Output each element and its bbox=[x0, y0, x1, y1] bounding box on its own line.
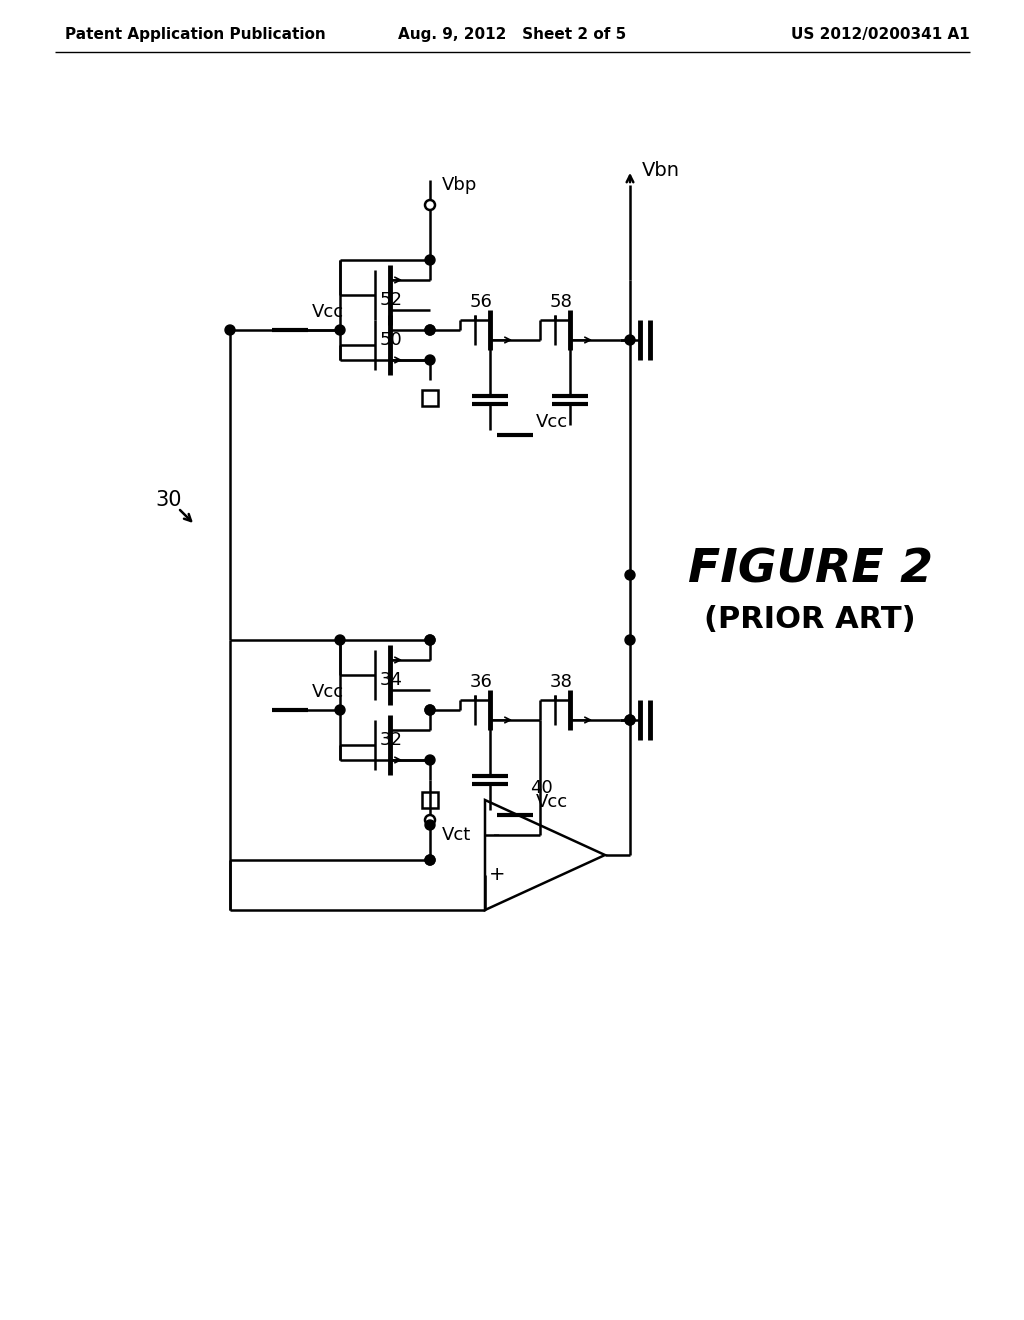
Circle shape bbox=[425, 325, 435, 335]
Text: 58: 58 bbox=[550, 293, 572, 312]
Circle shape bbox=[225, 325, 234, 335]
Text: Vbn: Vbn bbox=[642, 161, 680, 180]
Circle shape bbox=[625, 335, 635, 345]
Text: 56: 56 bbox=[470, 293, 493, 312]
Text: 34: 34 bbox=[380, 671, 403, 689]
Circle shape bbox=[625, 635, 635, 645]
Text: -: - bbox=[494, 825, 501, 845]
Text: 36: 36 bbox=[470, 673, 493, 690]
Circle shape bbox=[625, 715, 635, 725]
Circle shape bbox=[335, 325, 345, 335]
Text: Vcc: Vcc bbox=[312, 304, 344, 321]
Text: 40: 40 bbox=[530, 779, 553, 797]
Bar bbox=[422, 792, 438, 808]
Circle shape bbox=[425, 635, 435, 645]
Text: Vct: Vct bbox=[442, 826, 471, 843]
Text: (PRIOR ART): (PRIOR ART) bbox=[705, 606, 915, 635]
Text: 38: 38 bbox=[550, 673, 572, 690]
Circle shape bbox=[335, 705, 345, 715]
Circle shape bbox=[425, 705, 435, 715]
Circle shape bbox=[425, 635, 435, 645]
Text: 52: 52 bbox=[380, 290, 403, 309]
Circle shape bbox=[625, 715, 635, 725]
Circle shape bbox=[425, 820, 435, 830]
Circle shape bbox=[425, 855, 435, 865]
Bar bbox=[422, 389, 438, 407]
Circle shape bbox=[425, 255, 435, 265]
Text: 32: 32 bbox=[380, 731, 403, 748]
Text: 30: 30 bbox=[155, 490, 181, 510]
Circle shape bbox=[425, 855, 435, 865]
Circle shape bbox=[335, 635, 345, 645]
Text: US 2012/0200341 A1: US 2012/0200341 A1 bbox=[792, 28, 970, 42]
Circle shape bbox=[625, 570, 635, 579]
Text: Vcc: Vcc bbox=[536, 413, 568, 432]
Text: Vbp: Vbp bbox=[442, 176, 477, 194]
Circle shape bbox=[425, 705, 435, 715]
Text: +: + bbox=[488, 866, 505, 884]
Circle shape bbox=[425, 325, 435, 335]
Text: FIGURE 2: FIGURE 2 bbox=[687, 548, 933, 593]
Text: Aug. 9, 2012   Sheet 2 of 5: Aug. 9, 2012 Sheet 2 of 5 bbox=[398, 28, 626, 42]
Text: Patent Application Publication: Patent Application Publication bbox=[65, 28, 326, 42]
Circle shape bbox=[425, 355, 435, 366]
Text: Vcc: Vcc bbox=[536, 793, 568, 810]
Text: Vcc: Vcc bbox=[312, 682, 344, 701]
Text: 50: 50 bbox=[380, 331, 402, 348]
Circle shape bbox=[425, 755, 435, 766]
